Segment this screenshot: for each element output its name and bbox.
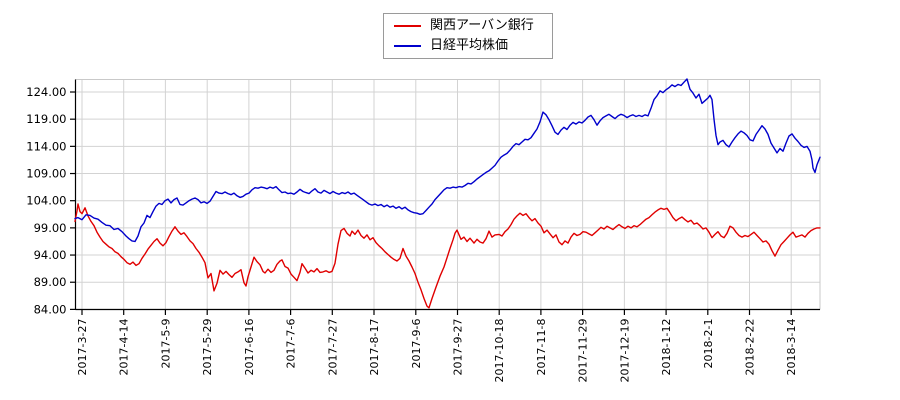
x-tick-label: 2017-7-27 (326, 319, 339, 376)
series-line-kansai-urban-bank (74, 203, 821, 309)
series-line-nikkei-average (74, 78, 821, 243)
x-tick-label: 2017-4-14 (118, 319, 131, 376)
legend-item-nikkei-average: 日経平均株価 (394, 38, 542, 54)
y-tick-label: 104.00 (26, 194, 66, 208)
legend-item-kansai-urban-bank: 関西アーバン銀行 (394, 18, 542, 34)
legend-line-swatch-blue (394, 44, 421, 47)
x-tick-label: 2017-11-29 (577, 319, 590, 383)
y-tick-label: 119.00 (26, 112, 66, 126)
y-tick-label: 94.00 (34, 248, 67, 262)
x-tick-label: 2017-8-17 (368, 319, 381, 376)
x-axis-tick-labels: 2017-3-27 2017-4-14 2017-5-9 2017-5-29 2017-… (76, 319, 798, 383)
x-tick-label: 2017-9-27 (452, 319, 465, 376)
x-tick-label: 2017-5-29 (201, 319, 214, 376)
x-tick-label: 2017-3-27 (76, 319, 89, 376)
x-tick-label: 2018-3-14 (785, 319, 798, 376)
y-tick-label: 124.00 (26, 85, 66, 99)
y-tick-label: 109.00 (26, 167, 66, 181)
legend-label: 日経平均株価 (430, 37, 509, 53)
y-tick-label: 99.00 (34, 221, 67, 235)
x-tick-label: 2018-1-12 (660, 319, 673, 376)
y-tick-label: 89.00 (34, 275, 67, 289)
y-tick-label: 84.00 (34, 302, 67, 316)
x-tick-label: 2017-5-9 (159, 319, 172, 369)
legend: 関西アーバン銀行 日経平均株価 (383, 13, 553, 59)
gridlines (75, 79, 820, 310)
legend-line-swatch-red (394, 25, 421, 28)
x-tick-label: 2017-12-19 (618, 319, 631, 383)
x-tick-label: 2018-2-22 (744, 319, 757, 376)
x-tick-label: 2017-7-6 (285, 319, 298, 369)
y-axis-tick-labels: 84.00 89.00 94.00 99.00 104.00 109.00 114.00 11… (26, 85, 66, 316)
x-tick-label: 2017-11-8 (535, 319, 548, 376)
x-tick-label: 2018-2-1 (702, 319, 715, 369)
plot-frame (74, 79, 821, 311)
x-tick-label: 2017-10-18 (493, 319, 506, 383)
y-tick-label: 114.00 (26, 139, 66, 153)
legend-label: 関西アーバン銀行 (430, 18, 534, 34)
axis-ticks (70, 91, 792, 315)
x-tick-label: 2017-9-6 (410, 319, 423, 369)
x-tick-label: 2017-6-16 (243, 319, 256, 376)
data-series (74, 78, 821, 309)
